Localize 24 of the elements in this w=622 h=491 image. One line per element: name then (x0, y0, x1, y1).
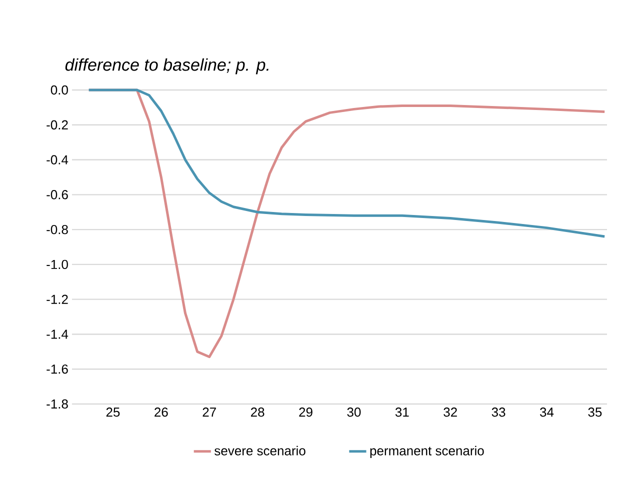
y-tick-label: -1.8 (46, 399, 68, 409)
x-tick-label: 34 (540, 408, 554, 417)
legend-label: permanent scenario (370, 446, 484, 458)
x-tick-label: 30 (347, 408, 361, 417)
x-tick-label: 28 (250, 408, 264, 417)
y-tick-label: -0.6 (46, 190, 68, 200)
y-tick-label: -1.0 (46, 260, 68, 270)
y-tick-label: -0.8 (46, 224, 68, 234)
x-tick-label: 26 (154, 408, 168, 417)
x-tick-label: 31 (395, 408, 409, 417)
y-tick-label: -1.2 (46, 294, 68, 304)
chart-title: difference to baseline; p. p. (65, 58, 268, 74)
x-tick-label: 35 (588, 408, 602, 417)
y-tick-label: -1.6 (46, 364, 68, 374)
x-tick-label: 33 (492, 408, 506, 417)
y-tick-label: -0.2 (46, 120, 68, 130)
legend-label: severe scenario (214, 446, 306, 456)
x-tick-label: 29 (299, 408, 312, 417)
y-tick-label: -1.4 (46, 330, 68, 339)
x-tick-label: 32 (444, 408, 457, 417)
x-tick-label: 25 (106, 408, 120, 417)
y-tick-label: -0.4 (46, 155, 68, 164)
x-tick-label: 27 (202, 408, 216, 417)
y-tick-label: 0.0 (50, 85, 68, 95)
